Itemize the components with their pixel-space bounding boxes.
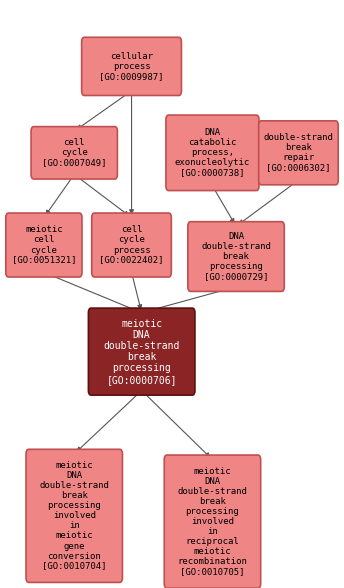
- FancyBboxPatch shape: [6, 213, 82, 277]
- FancyBboxPatch shape: [166, 115, 259, 191]
- Text: meiotic
DNA
double-strand
break
processing
involved
in
reciprocal
meiotic
recomb: meiotic DNA double-strand break processi…: [178, 467, 247, 576]
- FancyBboxPatch shape: [88, 308, 195, 395]
- Text: meiotic
cell
cycle
[GO:0051321]: meiotic cell cycle [GO:0051321]: [12, 225, 76, 265]
- FancyBboxPatch shape: [259, 121, 338, 185]
- Text: cellular
process
[GO:0009987]: cellular process [GO:0009987]: [99, 52, 164, 81]
- FancyBboxPatch shape: [26, 449, 122, 582]
- FancyBboxPatch shape: [188, 222, 284, 292]
- Text: double-strand
break
repair
[GO:0006302]: double-strand break repair [GO:0006302]: [264, 133, 333, 172]
- FancyBboxPatch shape: [92, 213, 171, 277]
- FancyBboxPatch shape: [31, 126, 117, 179]
- FancyBboxPatch shape: [82, 37, 181, 95]
- Text: cell
cycle
process
[GO:0022402]: cell cycle process [GO:0022402]: [99, 225, 164, 265]
- Text: DNA
catabolic
process,
exonucleolytic
[GO:0000738]: DNA catabolic process, exonucleolytic [G…: [175, 128, 250, 178]
- FancyBboxPatch shape: [164, 455, 261, 588]
- Text: cell
cycle
[GO:0007049]: cell cycle [GO:0007049]: [42, 138, 107, 168]
- Text: meiotic
DNA
double-strand
break
processing
[GO:0000706]: meiotic DNA double-strand break processi…: [104, 319, 180, 385]
- Text: DNA
double-strand
break
processing
[GO:0000729]: DNA double-strand break processing [GO:0…: [201, 232, 271, 281]
- Text: meiotic
DNA
double-strand
break
processing
involved
in
meiotic
gene
conversion
[: meiotic DNA double-strand break processi…: [39, 461, 109, 570]
